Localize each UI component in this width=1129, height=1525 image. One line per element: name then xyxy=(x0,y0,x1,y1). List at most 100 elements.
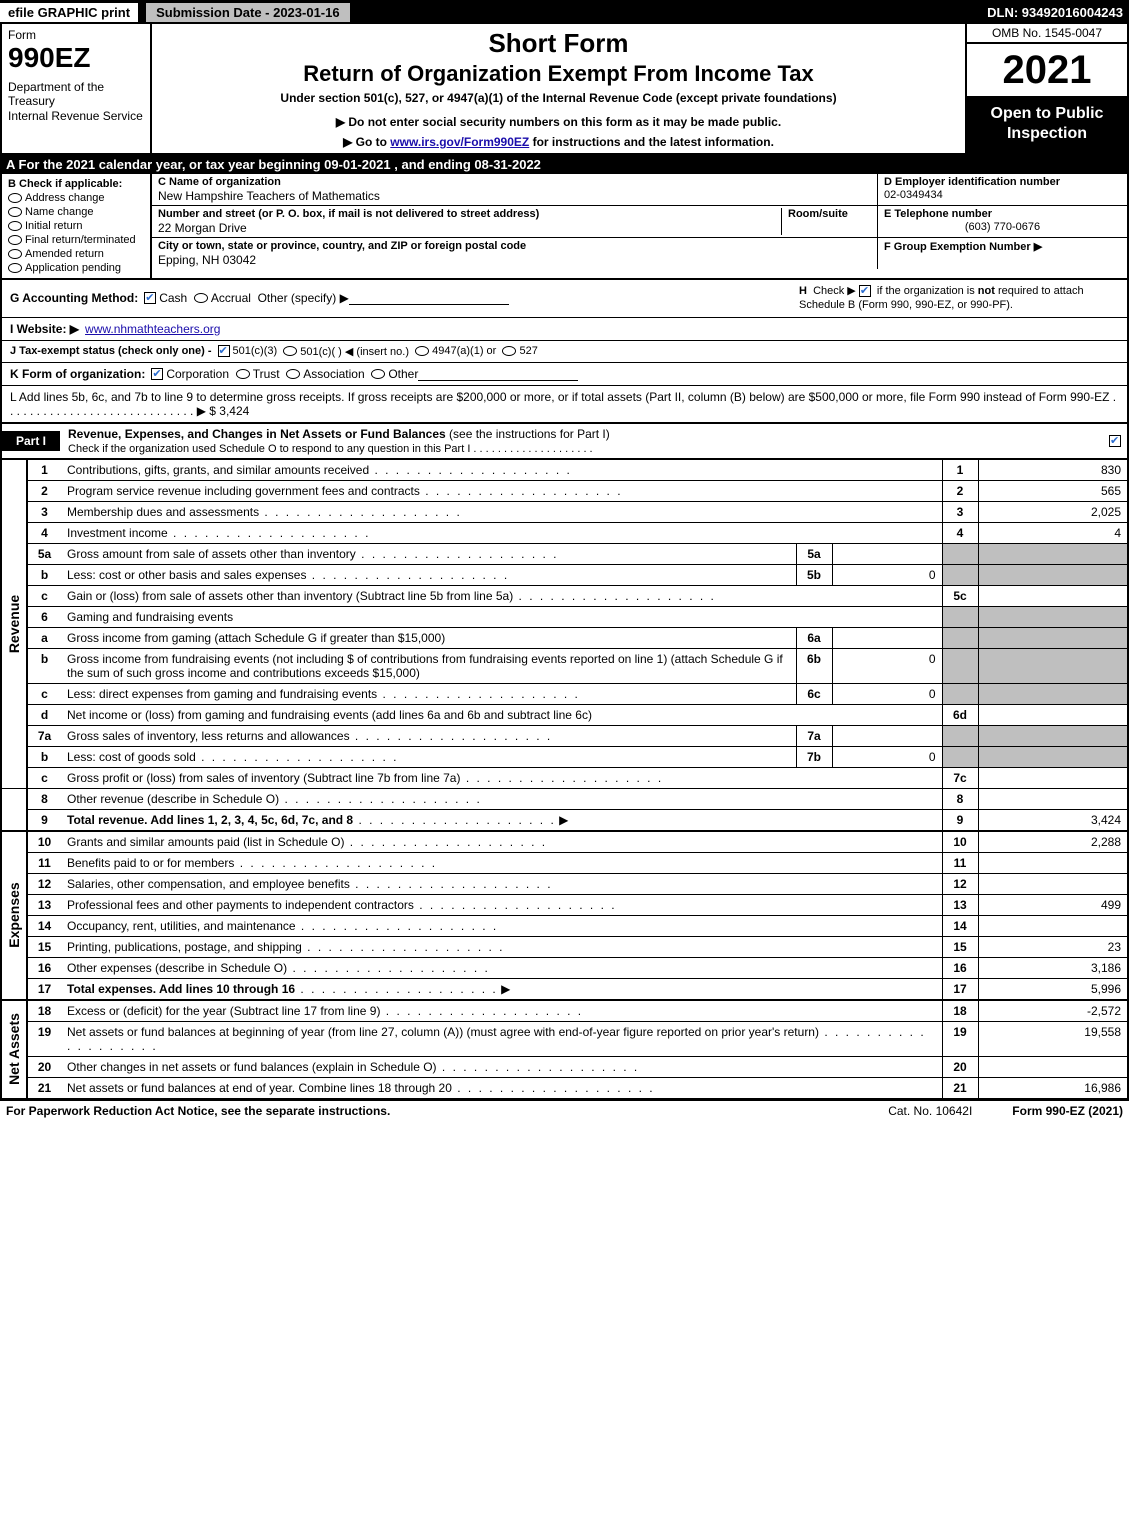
group-exemption-cell: F Group Exemption Number ▶ xyxy=(877,238,1127,269)
val-12 xyxy=(978,873,1128,894)
line-6d: d Net income or (loss) from gaming and f… xyxy=(1,704,1128,725)
side-revenue: Revenue xyxy=(1,460,27,789)
val-6c: 0 xyxy=(832,683,942,704)
line-21: 21 Net assets or fund balances at end of… xyxy=(1,1077,1128,1099)
val-13: 499 xyxy=(978,894,1128,915)
line-6b: b Gross income from fundraising events (… xyxy=(1,648,1128,683)
chk-501c[interactable] xyxy=(283,346,297,356)
val-8 xyxy=(978,788,1128,809)
line-2: 2 Program service revenue including gove… xyxy=(1,480,1128,501)
chk-name-change[interactable]: Name change xyxy=(8,206,144,218)
line-3: 3 Membership dues and assessments 3 2,02… xyxy=(1,501,1128,522)
line-20: 20 Other changes in net assets or fund b… xyxy=(1,1056,1128,1077)
telephone-cell: E Telephone number (603) 770-0676 xyxy=(877,206,1127,237)
chk-cash[interactable] xyxy=(144,292,156,304)
chk-corporation[interactable] xyxy=(151,368,163,380)
chk-527[interactable] xyxy=(502,346,516,356)
line-12: 12 Salaries, other compensation, and emp… xyxy=(1,873,1128,894)
val-4: 4 xyxy=(978,522,1128,543)
form-title-block: Short Form Return of Organization Exempt… xyxy=(152,24,967,153)
opt-association: Association xyxy=(303,367,364,381)
city-label: City or town, state or province, country… xyxy=(158,240,871,252)
row-i: I Website: ▶ www.nhmathteachers.org xyxy=(0,318,1129,341)
city-value: Epping, NH 03042 xyxy=(158,253,871,267)
chk-4947[interactable] xyxy=(415,346,429,356)
opt-501c: 501(c)( ) ◀ (insert no.) xyxy=(300,345,409,358)
form-org-label: K Form of organization: xyxy=(10,367,145,381)
form-title: Return of Organization Exempt From Incom… xyxy=(160,61,957,87)
department-text: Department of the Treasury Internal Reve… xyxy=(8,80,144,123)
chk-application-pending[interactable]: Application pending xyxy=(8,262,144,274)
chk-association[interactable] xyxy=(286,369,300,379)
line-10: Expenses 10 Grants and similar amounts p… xyxy=(1,831,1128,853)
other-specify-field[interactable] xyxy=(349,291,509,305)
line-1: Revenue 1 Contributions, gifts, grants, … xyxy=(1,460,1128,481)
val-5a xyxy=(832,543,942,564)
chk-address-change[interactable]: Address change xyxy=(8,192,144,204)
tax-year: 2021 xyxy=(967,44,1127,98)
accounting-method-label: G Accounting Method: xyxy=(10,291,138,305)
telephone-label: E Telephone number xyxy=(884,208,1121,220)
val-11 xyxy=(978,852,1128,873)
columns-cde: C Name of organization New Hampshire Tea… xyxy=(152,174,1127,278)
part-1-sub: Check if the organization used Schedule … xyxy=(68,443,593,455)
ein-label: D Employer identification number xyxy=(884,176,1121,188)
room-label: Room/suite xyxy=(788,208,871,220)
line-7a: 7a Gross sales of inventory, less return… xyxy=(1,725,1128,746)
part-1-header: Part I Revenue, Expenses, and Changes in… xyxy=(0,424,1129,460)
val-6b: 0 xyxy=(832,648,942,683)
line-9: 9 Total revenue. Add lines 1, 2, 3, 4, 5… xyxy=(1,809,1128,831)
other-org-field[interactable] xyxy=(418,367,578,381)
street-label: Number and street (or P. O. box, if mail… xyxy=(158,208,781,220)
accrual-label: Accrual xyxy=(211,291,251,305)
identity-section: B Check if applicable: Address change Na… xyxy=(0,174,1129,280)
chk-501c3[interactable] xyxy=(218,345,230,357)
efile-label: efile GRAPHIC print xyxy=(0,3,138,22)
chk-schedule-o[interactable] xyxy=(1109,435,1121,447)
open-inspection: Open to Public Inspection xyxy=(967,98,1127,153)
section-a-bar: A For the 2021 calendar year, or tax yea… xyxy=(0,155,1129,174)
line-17: 17 Total expenses. Add lines 10 through … xyxy=(1,978,1128,1000)
line-6a: a Gross income from gaming (attach Sched… xyxy=(1,627,1128,648)
chk-initial-return[interactable]: Initial return xyxy=(8,220,144,232)
other-label: Other (specify) ▶ xyxy=(258,291,349,305)
opt-527: 527 xyxy=(519,345,537,357)
chk-accrual[interactable] xyxy=(194,293,208,303)
part-1-table: Revenue 1 Contributions, gifts, grants, … xyxy=(0,460,1129,1100)
val-7b: 0 xyxy=(832,746,942,767)
line-7b: b Less: cost of goods sold 7b 0 xyxy=(1,746,1128,767)
line-16: 16 Other expenses (describe in Schedule … xyxy=(1,957,1128,978)
line-7c: c Gross profit or (loss) from sales of i… xyxy=(1,767,1128,788)
footer-catalog: Cat. No. 10642I xyxy=(888,1104,972,1118)
val-7c xyxy=(978,767,1128,788)
val-21: 16,986 xyxy=(978,1077,1128,1099)
chk-amended-return[interactable]: Amended return xyxy=(8,248,144,260)
line-6: 6 Gaming and fundraising events xyxy=(1,606,1128,627)
val-18: -2,572 xyxy=(978,1000,1128,1022)
val-6a xyxy=(832,627,942,648)
part-1-title-text: Revenue, Expenses, and Changes in Net As… xyxy=(68,427,446,441)
website-label: I Website: ▶ xyxy=(10,322,79,336)
chk-schedule-b[interactable] xyxy=(859,285,871,297)
footer-left: For Paperwork Reduction Act Notice, see … xyxy=(6,1104,390,1118)
col-b-header: B Check if applicable: xyxy=(8,178,144,190)
opt-other-org: Other xyxy=(388,367,418,381)
footer-form-ref: Form 990-EZ (2021) xyxy=(1012,1104,1123,1118)
side-expenses: Expenses xyxy=(1,831,27,1000)
form-header: Form 990EZ Department of the Treasury In… xyxy=(0,24,1129,155)
val-20 xyxy=(978,1056,1128,1077)
irs-link[interactable]: www.irs.gov/Form990EZ xyxy=(390,135,529,149)
line-6c: c Less: direct expenses from gaming and … xyxy=(1,683,1128,704)
opt-corporation: Corporation xyxy=(166,367,229,381)
line-8: 8 Other revenue (describe in Schedule O)… xyxy=(1,788,1128,809)
line-19: 19 Net assets or fund balances at beginn… xyxy=(1,1021,1128,1056)
top-bar: efile GRAPHIC print Submission Date - 20… xyxy=(0,0,1129,24)
website-link[interactable]: www.nhmathteachers.org xyxy=(85,322,220,336)
val-6d xyxy=(978,704,1128,725)
opt-trust: Trust xyxy=(253,367,280,381)
part-1-title: Revenue, Expenses, and Changes in Net As… xyxy=(60,424,1109,458)
chk-other-org[interactable] xyxy=(371,369,385,379)
val-16: 3,186 xyxy=(978,957,1128,978)
chk-final-return[interactable]: Final return/terminated xyxy=(8,234,144,246)
chk-trust[interactable] xyxy=(236,369,250,379)
